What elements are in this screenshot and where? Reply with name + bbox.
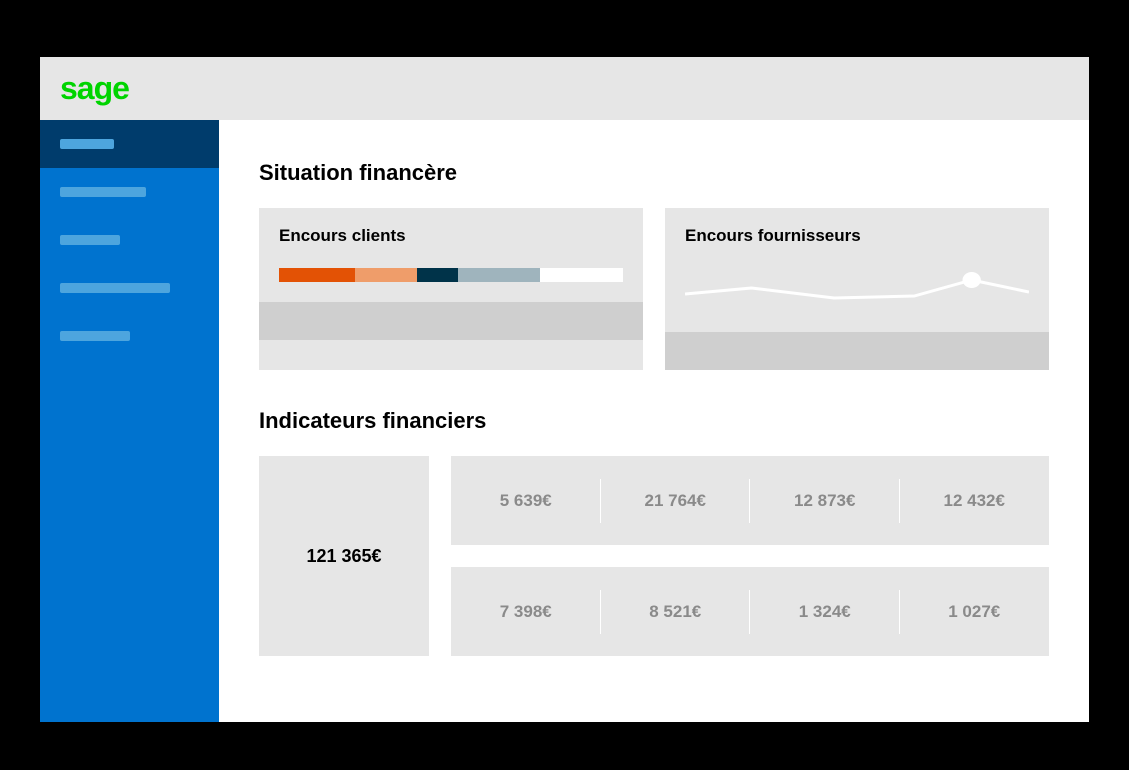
card-encours-fournisseurs[interactable]: Encours fournisseurs	[665, 208, 1049, 370]
indicateur-cell[interactable]: 7 398€	[451, 602, 601, 622]
indicateur-cell[interactable]: 21 764€	[601, 491, 751, 511]
body-row: Situation financère Encours clients Enco…	[40, 120, 1089, 722]
card-title-clients: Encours clients	[279, 226, 623, 246]
sidebar-item-placeholder	[60, 235, 120, 245]
sidebar-item-placeholder	[60, 139, 114, 149]
indicateurs-row-1: 5 639€21 764€12 873€12 432€	[451, 456, 1049, 545]
sidebar-item-3[interactable]	[40, 264, 219, 312]
card-title-fournisseurs: Encours fournisseurs	[685, 226, 1029, 246]
card-footer-strip	[665, 332, 1049, 370]
indicateur-cell[interactable]: 12 873€	[750, 491, 900, 511]
indicateur-cell[interactable]: 1 027€	[900, 602, 1050, 622]
situation-title: Situation financère	[259, 160, 1049, 186]
clients-stacked-bar	[279, 268, 623, 282]
indicateur-cell[interactable]: 8 521€	[601, 602, 751, 622]
indicateurs-grid: 5 639€21 764€12 873€12 432€ 7 398€8 521€…	[451, 456, 1049, 656]
sidebar-item-placeholder	[60, 187, 146, 197]
situation-cards: Encours clients Encours fournisseurs	[259, 208, 1049, 370]
stacked-bar-segment-1	[355, 268, 417, 282]
sidebar-item-0[interactable]	[40, 120, 219, 168]
sidebar-item-placeholder	[60, 283, 170, 293]
indicateurs-title: Indicateurs financiers	[259, 408, 1049, 434]
card-encours-clients[interactable]: Encours clients	[259, 208, 643, 370]
fournisseurs-sparkline	[685, 268, 1029, 312]
stacked-bar-segment-2	[417, 268, 458, 282]
topbar: sage	[40, 57, 1089, 120]
card-body: Encours clients	[259, 208, 643, 302]
stacked-bar-segment-4	[540, 268, 623, 282]
app-window: sage Situation financère Encours clients…	[40, 57, 1089, 722]
indicateurs-row: 121 365€ 5 639€21 764€12 873€12 432€ 7 3…	[259, 456, 1049, 656]
stacked-bar-segment-0	[279, 268, 355, 282]
main-content: Situation financère Encours clients Enco…	[219, 120, 1089, 722]
sidebar-item-2[interactable]	[40, 216, 219, 264]
sidebar	[40, 120, 219, 722]
indicateur-cell[interactable]: 12 432€	[900, 491, 1050, 511]
indicateur-total-value: 121 365€	[306, 546, 381, 567]
indicateur-total-box[interactable]: 121 365€	[259, 456, 429, 656]
sidebar-item-placeholder	[60, 331, 130, 341]
stacked-bar-segment-3	[458, 268, 541, 282]
sidebar-item-4[interactable]	[40, 312, 219, 360]
indicateur-cell[interactable]: 5 639€	[451, 491, 601, 511]
indicateur-cell[interactable]: 1 324€	[750, 602, 900, 622]
card-footer-strip	[259, 302, 643, 340]
card-body: Encours fournisseurs	[665, 208, 1049, 332]
indicateurs-row-2: 7 398€8 521€1 324€1 027€	[451, 567, 1049, 656]
brand-logo: sage	[60, 70, 129, 107]
sidebar-item-1[interactable]	[40, 168, 219, 216]
sparkline-marker	[962, 272, 980, 288]
